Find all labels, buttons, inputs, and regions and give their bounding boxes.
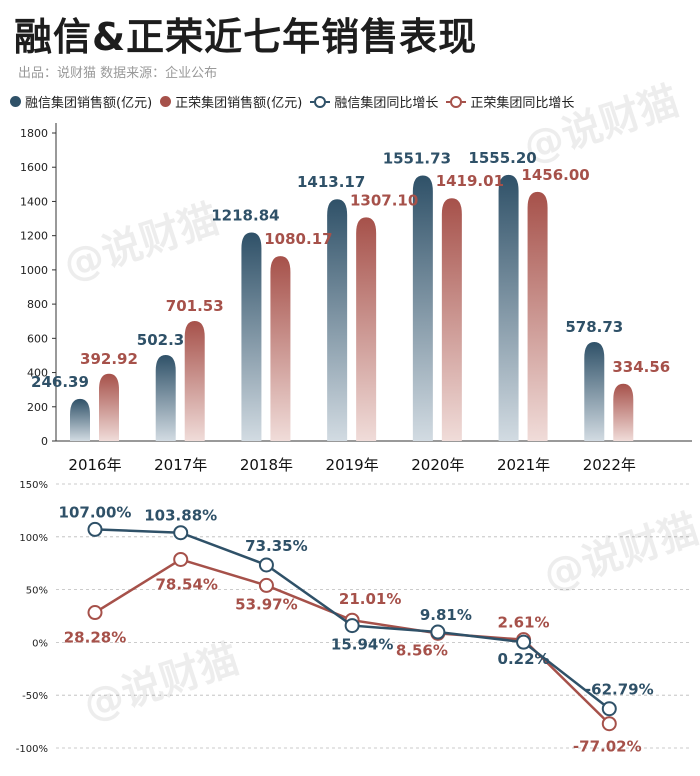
bar-zr-sales bbox=[99, 373, 119, 441]
data-label-rx-yoy: 107.00% bbox=[59, 503, 132, 521]
y-tick-label: 400 bbox=[27, 367, 48, 380]
bar-zr-sales bbox=[356, 217, 377, 441]
data-label-zr-yoy: 53.97% bbox=[235, 595, 297, 613]
data-label-rx-yoy: -62.79% bbox=[585, 681, 654, 699]
legend-item-zr-yoy: 正荣集团同比增长 bbox=[446, 92, 574, 111]
legend-swatch-rx-sales bbox=[10, 96, 21, 107]
data-label-rx-yoy: 9.81% bbox=[420, 606, 472, 624]
chart-title: 融信&正荣近七年销售表现 bbox=[14, 15, 478, 59]
data-label-rx-sales: 578.73 bbox=[565, 318, 623, 336]
y-tick-label: 50% bbox=[26, 586, 48, 597]
data-label-zr-yoy: -77.02% bbox=[573, 738, 642, 756]
data-label-rx-sales: 246.39 bbox=[31, 373, 89, 391]
x-tick-label: 2017年 bbox=[154, 456, 207, 474]
y-tick-label: 1600 bbox=[20, 161, 48, 174]
legend-label-rx-yoy: 融信集团同比增长 bbox=[334, 96, 439, 111]
y-tick-label: 0% bbox=[32, 638, 48, 649]
point-zr-yoy bbox=[258, 577, 274, 593]
data-label-rx-yoy: 0.22% bbox=[498, 650, 550, 668]
legend-swatch-zr-yoy bbox=[446, 95, 467, 108]
data-label-zr-sales: 1419.01 bbox=[436, 172, 504, 190]
data-label-rx-sales: 1218.84 bbox=[211, 206, 279, 224]
y-tick-label: 150% bbox=[19, 480, 48, 491]
bar-rx-sales bbox=[155, 355, 176, 441]
line-chart: -100% -50% 0% 50% 100% 150% 107.00% 103.88% 73.3… bbox=[16, 480, 692, 756]
data-label-zr-yoy: 78.54% bbox=[155, 575, 217, 593]
legend-item-rx-yoy: 融信集团同比增长 bbox=[310, 92, 438, 111]
point-rx-yoy bbox=[430, 624, 446, 640]
bar-zr-sales bbox=[184, 320, 205, 441]
legend: 融信集团销售额(亿元) 正荣集团销售额(亿元) 融信集团同比增长 正荣集团同比增… bbox=[10, 92, 582, 111]
bar-rx-sales bbox=[327, 199, 348, 441]
data-label-zr-sales: 1307.10 bbox=[350, 191, 418, 209]
legend-item-zr-sales: 正荣集团销售额(亿元) bbox=[160, 92, 302, 111]
point-rx-yoy bbox=[516, 634, 532, 650]
y-tick-label: 0 bbox=[41, 435, 48, 448]
x-tick-label: 2021年 bbox=[497, 456, 550, 474]
data-label-zr-yoy: 21.01% bbox=[339, 590, 401, 608]
bar-chart: 0 200 400 600 800 1000 1200 1400 1600 1800 2016年 20… bbox=[20, 123, 692, 474]
legend-label-rx-sales: 融信集团销售额(亿元) bbox=[25, 96, 153, 111]
data-label-rx-yoy: 103.88% bbox=[144, 507, 217, 525]
x-tick-label: 2016年 bbox=[68, 456, 121, 474]
y-tick-label: 100% bbox=[19, 533, 48, 544]
point-zr-yoy bbox=[87, 605, 103, 621]
data-label-rx-yoy: 73.35% bbox=[245, 537, 307, 555]
x-tick-label: 2018年 bbox=[240, 456, 293, 474]
y-tick-label: 1200 bbox=[20, 230, 48, 243]
x-tick-label: 2019年 bbox=[326, 456, 379, 474]
x-tick-label: 2022年 bbox=[583, 456, 636, 474]
bar-rx-sales bbox=[70, 398, 90, 441]
chart-subtitle: 出品：说财猫 数据来源：企业公布 bbox=[18, 66, 218, 81]
bar-zr-sales bbox=[613, 383, 634, 441]
bar-zr-sales bbox=[441, 198, 462, 441]
y-tick-label: 1800 bbox=[20, 127, 48, 140]
y-tick-label: -50% bbox=[22, 691, 48, 702]
bar-rx-sales bbox=[584, 341, 605, 441]
data-label-rx-sales: 1413.17 bbox=[297, 173, 365, 191]
y-tick-label: 200 bbox=[27, 401, 48, 414]
data-label-zr-yoy: 8.56% bbox=[396, 641, 448, 659]
bar-zr-sales bbox=[527, 191, 548, 441]
bar-rx-sales bbox=[241, 232, 262, 441]
y-tick-label: 600 bbox=[27, 332, 48, 345]
legend-label-zr-sales: 正荣集团销售额(亿元) bbox=[175, 96, 303, 111]
y-tick-label: 800 bbox=[27, 298, 48, 311]
data-label-zr-yoy: 2.61% bbox=[498, 614, 550, 632]
data-label-zr-sales: 334.56 bbox=[612, 358, 670, 376]
data-label-zr-sales: 1080.17 bbox=[264, 230, 332, 248]
y-tick-label: 1400 bbox=[20, 195, 48, 208]
x-tick-label: 2020年 bbox=[411, 456, 464, 474]
y-tick-label: 1000 bbox=[20, 264, 48, 277]
data-label-zr-sales: 701.53 bbox=[166, 297, 224, 315]
point-rx-yoy bbox=[601, 701, 617, 717]
bar-rx-sales bbox=[412, 175, 433, 441]
point-rx-yoy bbox=[258, 557, 274, 573]
point-rx-yoy bbox=[344, 618, 360, 634]
bar-rx-sales bbox=[498, 174, 519, 441]
data-label-rx-sales: 1551.73 bbox=[383, 149, 451, 167]
data-label-zr-sales: 392.92 bbox=[80, 350, 138, 368]
data-label-zr-sales: 1456.00 bbox=[521, 166, 589, 184]
data-label-rx-yoy: 15.94% bbox=[331, 636, 393, 654]
bar-zr-sales bbox=[270, 256, 291, 441]
data-label-zr-yoy: 28.28% bbox=[64, 629, 126, 647]
legend-swatch-zr-sales bbox=[160, 96, 172, 107]
y-tick-label: -100% bbox=[16, 744, 48, 755]
legend-swatch-rx-yoy bbox=[310, 95, 331, 108]
legend-item-rx-sales: 融信集团销售额(亿元) bbox=[10, 92, 152, 111]
point-rx-yoy bbox=[173, 525, 189, 541]
data-label-rx-sales: 502.35 bbox=[137, 331, 195, 349]
point-zr-yoy bbox=[173, 551, 189, 567]
legend-label-zr-yoy: 正荣集团同比增长 bbox=[470, 96, 575, 111]
data-label-rx-sales: 1555.20 bbox=[468, 149, 536, 167]
point-zr-yoy bbox=[601, 716, 617, 732]
point-rx-yoy bbox=[87, 521, 103, 537]
